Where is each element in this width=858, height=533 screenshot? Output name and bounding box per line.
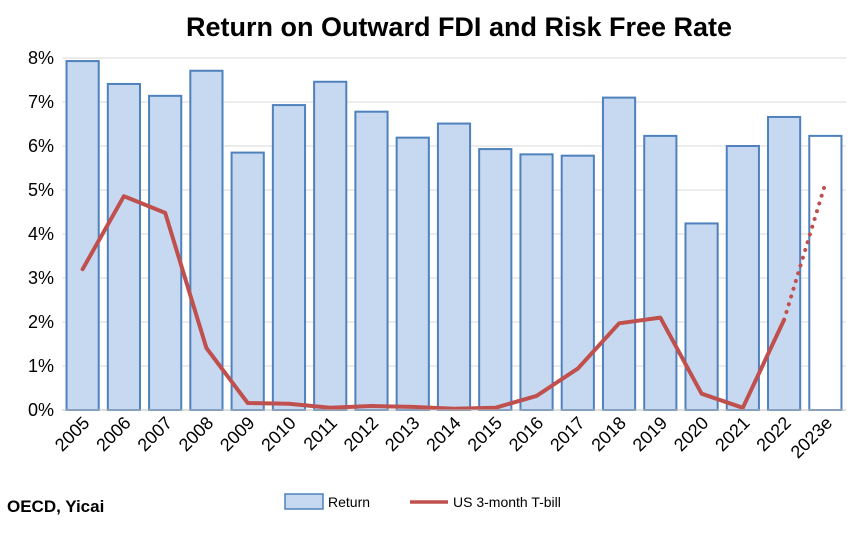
return-bar (189, 69, 224, 411)
y-tick-label: 5% (28, 180, 54, 200)
x-tick-label: 2014 (422, 413, 464, 455)
y-tick-label: 1% (28, 356, 54, 376)
x-tick-label: 2008 (175, 413, 217, 455)
y-axis: 0% 1% 2% 3% 4% 5% 6% 7% 8% (28, 48, 54, 420)
return-bar (519, 153, 554, 411)
return-bar (478, 148, 513, 412)
x-tick-label: 2023e (787, 413, 837, 463)
source-note: OECD, Yicai (7, 497, 104, 516)
return-bar (313, 80, 348, 411)
y-tick-label: 6% (28, 136, 54, 156)
x-tick-label: 2011 (300, 413, 342, 455)
x-tick-label: 2021 (711, 413, 753, 455)
legend-swatch-return (284, 493, 324, 510)
return-bar (354, 110, 389, 412)
return-bar (601, 96, 637, 411)
return-bar (271, 104, 307, 412)
return-bar (725, 145, 760, 411)
y-tick-label: 8% (28, 48, 54, 68)
y-tick-label: 7% (28, 92, 54, 112)
tbill-line (80, 181, 828, 411)
return-bar (65, 60, 100, 412)
return-bar (643, 134, 678, 411)
y-tick-label: 2% (28, 312, 54, 332)
x-tick-label: 2013 (381, 413, 423, 455)
x-tick-label: 2020 (670, 413, 712, 455)
x-tick-label: 2016 (505, 413, 547, 455)
x-tick-label: 2019 (629, 413, 671, 455)
legend-label-tbill: US 3-month T-bill (453, 494, 561, 510)
legend-label-return: Return (328, 494, 370, 510)
return-bar (767, 115, 802, 412)
x-tick-label: 2009 (216, 413, 258, 455)
return-bar (436, 122, 472, 411)
x-tick-label: 2010 (257, 413, 299, 455)
return-bar (684, 222, 719, 411)
legend: Return US 3-month T-bill (284, 493, 561, 510)
x-tick-label: 2005 (51, 413, 93, 455)
return-bars (65, 60, 843, 412)
x-tick-label: 2006 (92, 413, 134, 455)
x-tick-label: 2007 (134, 413, 176, 455)
return-bar (230, 151, 265, 411)
tbill-line-path (80, 194, 787, 411)
y-tick-label: 0% (28, 400, 54, 420)
y-tick-label: 4% (28, 224, 54, 244)
return-bar (560, 154, 595, 411)
x-tick-label: 2015 (464, 413, 506, 455)
tbill-estimate-segment (782, 181, 828, 322)
return-bar (106, 82, 141, 412)
x-tick-label: 2017 (546, 413, 588, 455)
return-bar (395, 136, 430, 411)
y-tick-label: 3% (28, 268, 54, 288)
chart-title: Return on Outward FDI and Risk Free Rate (186, 12, 732, 42)
x-tick-label: 2012 (340, 413, 382, 455)
x-tick-label: 2018 (587, 413, 629, 455)
return-bar (808, 134, 843, 411)
